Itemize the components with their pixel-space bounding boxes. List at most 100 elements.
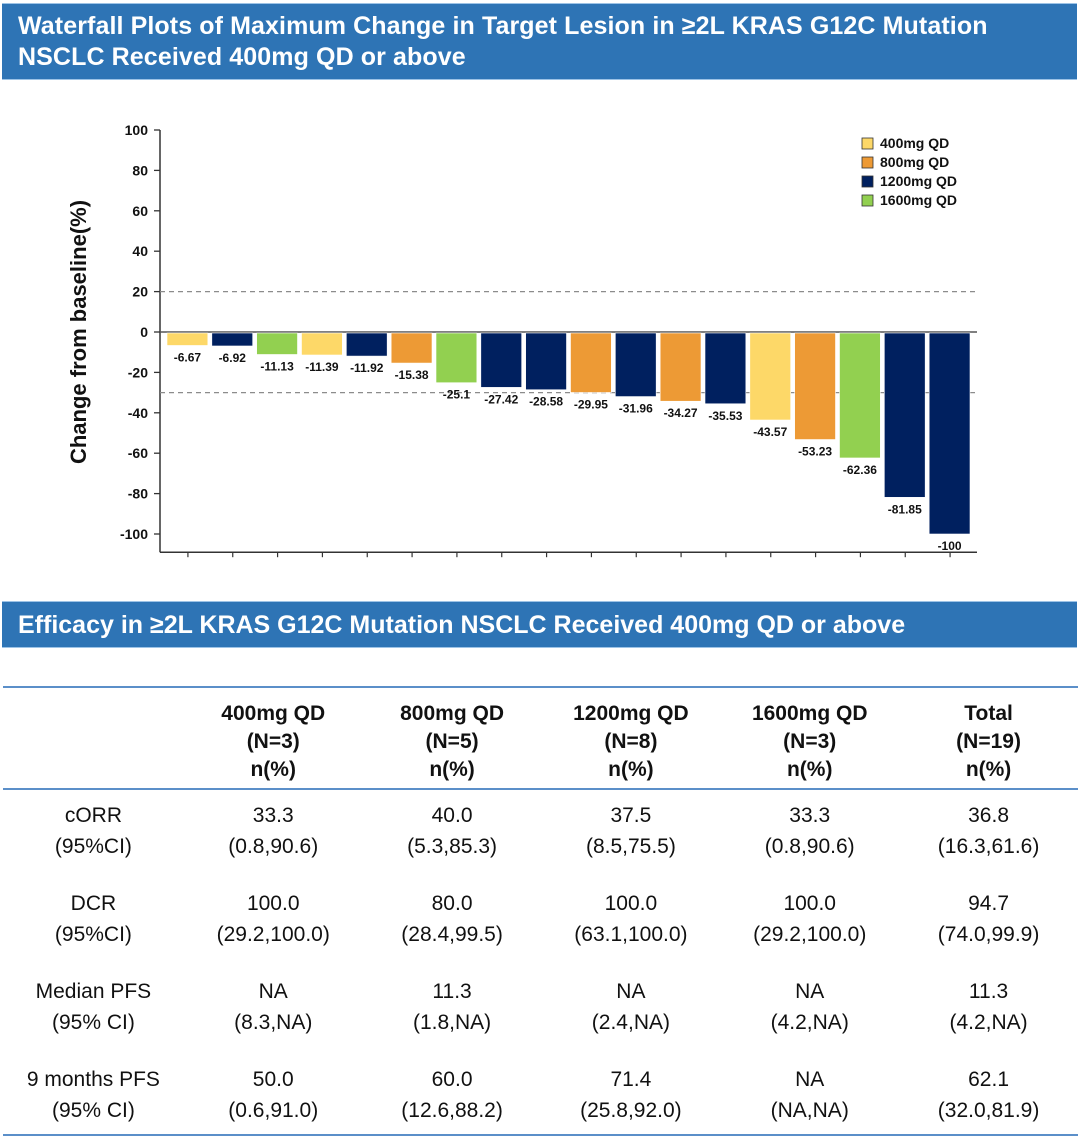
efficacy-table-body: cORR (95%CI) 33.3 (0.8,90.6) 40.0 (5.3,85.3) 3… bbox=[3, 789, 1078, 1135]
cell-value: 50.0 bbox=[252, 1068, 294, 1091]
cell-ci: (74.0,99.9) bbox=[937, 923, 1040, 946]
cell-value: 100.0 bbox=[783, 892, 836, 915]
cell-value: 33.3 bbox=[252, 804, 294, 827]
y-tick-label: 20 bbox=[132, 284, 148, 300]
data-label: -31.96 bbox=[619, 402, 653, 416]
bar bbox=[435, 332, 478, 384]
data-label: -81.85 bbox=[888, 502, 922, 516]
y-tick-label: 80 bbox=[132, 162, 148, 178]
row-9-months-pfs: 9 months PFS (95% CI) 50.0 (0.6,91.0) 60.0 (1… bbox=[3, 1054, 1078, 1135]
y-tick-label: 0 bbox=[140, 324, 148, 340]
data-label: -29.95 bbox=[574, 397, 608, 411]
y-tick-label: -80 bbox=[128, 486, 148, 502]
cell-value: 33.3 bbox=[789, 804, 831, 827]
cell-ci: (29.2,100.0) bbox=[216, 923, 330, 946]
bar bbox=[256, 332, 298, 355]
bar bbox=[615, 332, 657, 397]
bars bbox=[166, 332, 971, 535]
cell-value: 37.5 bbox=[610, 804, 652, 827]
cell-ci: (8.5,75.5) bbox=[585, 835, 676, 858]
legend-swatch bbox=[861, 137, 874, 150]
bar bbox=[794, 332, 836, 440]
cell-value: 71.4 bbox=[610, 1068, 652, 1091]
cell-1600mg: NA (NA,NA) bbox=[720, 1054, 899, 1135]
axes: 100 80 60 40 20 0 -20 -40 -60 -80 -100 bbox=[120, 122, 977, 558]
y-tick-label: 40 bbox=[132, 243, 148, 259]
cell-ci: (25.8,92.0) bbox=[580, 1099, 682, 1122]
cell-400mg: 100.0 (29.2,100.0) bbox=[184, 878, 363, 966]
cell-ci: (1.8,NA) bbox=[412, 1011, 492, 1034]
data-label: -100 bbox=[938, 539, 962, 553]
y-axis-label: Change from baseline(%) bbox=[66, 200, 91, 464]
cell-value: 11.3 bbox=[432, 980, 472, 1003]
reference-lines bbox=[160, 291, 977, 394]
data-label: -34.27 bbox=[664, 406, 698, 420]
legend-swatch bbox=[861, 156, 874, 169]
bar bbox=[704, 332, 747, 405]
bar bbox=[480, 332, 522, 388]
cell-ci: (2.4,NA) bbox=[591, 1011, 670, 1034]
cell-ci: (8.3,NA) bbox=[234, 1011, 313, 1034]
bar bbox=[166, 332, 209, 346]
data-label: -15.38 bbox=[395, 368, 429, 382]
cell-800mg: 80.0 (28.4,99.5) bbox=[363, 878, 542, 966]
metric-name: Median PFS bbox=[35, 980, 152, 1003]
y-tick-label: 100 bbox=[125, 122, 149, 138]
waterfall-chart: Change from baseline(%) 100 80 60 40 20 0 -20 -… bbox=[66, 122, 977, 558]
data-label: -11.39 bbox=[305, 360, 339, 374]
header-1200mg: 1200mg QD (N=8) n(%) bbox=[573, 702, 689, 781]
cell-ci: (0.8,90.6) bbox=[764, 835, 855, 858]
bar bbox=[884, 332, 926, 498]
cell-1200mg: 100.0 (63.1,100.0) bbox=[541, 878, 720, 966]
cell-value: 94.7 bbox=[968, 892, 1009, 915]
cell-800mg: 11.3 (1.8,NA) bbox=[363, 966, 542, 1054]
cell-400mg: 50.0 (0.6,91.0) bbox=[184, 1054, 363, 1135]
cell-value: NA bbox=[795, 1068, 825, 1091]
cell-value: NA bbox=[258, 980, 288, 1003]
metric-ci-label: (95% CI) bbox=[51, 1099, 135, 1122]
cell-ci: (NA,NA) bbox=[770, 1099, 849, 1122]
cell-value: NA bbox=[616, 980, 646, 1003]
data-label: -27.42 bbox=[484, 392, 518, 406]
metric-name: 9 months PFS bbox=[26, 1068, 160, 1091]
row-dcr: DCR (95%CI) 100.0 (29.2,100.0) 80.0 (28.4,99.… bbox=[3, 878, 1078, 966]
efficacy-table-container: 400mg QD (N=3) n(%) 800mg QD (N=5) n(%) … bbox=[3, 686, 1078, 1136]
cell-value: NA bbox=[795, 980, 825, 1003]
cell-ci: (32.0,81.9) bbox=[937, 1099, 1040, 1122]
cell-value: 80.0 bbox=[431, 892, 473, 915]
legend-swatch bbox=[861, 175, 874, 188]
cell-value: 11.3 bbox=[968, 980, 1009, 1003]
legend-label: 1200mg QD bbox=[880, 173, 957, 189]
row-label: Median PFS (95% CI) bbox=[3, 966, 184, 1054]
cell-value: 100.0 bbox=[246, 892, 300, 915]
data-label: -11.92 bbox=[350, 361, 384, 375]
data-label: -35.53 bbox=[708, 409, 742, 423]
row-label: cORR (95%CI) bbox=[3, 789, 184, 878]
metric-name: cORR bbox=[64, 804, 122, 827]
cell-total: 94.7 (74.0,99.9) bbox=[899, 878, 1078, 966]
cell-ci: (63.1,100.0) bbox=[574, 923, 688, 946]
cell-1200mg: 71.4 (25.8,92.0) bbox=[541, 1054, 720, 1135]
cell-ci: (4.2,NA) bbox=[770, 1011, 849, 1034]
metric-ci-label: (95%CI) bbox=[54, 835, 132, 858]
y-tick-label: -20 bbox=[128, 364, 148, 380]
cell-1600mg: 100.0 (29.2,100.0) bbox=[720, 878, 899, 966]
row-label: DCR (95%CI) bbox=[3, 878, 184, 966]
legend-label: 400mg QD bbox=[880, 135, 949, 151]
cell-ci: (0.6,91.0) bbox=[228, 1099, 319, 1122]
cell-ci: (16.3,61.6) bbox=[937, 835, 1040, 858]
cell-ci: (4.2,NA) bbox=[949, 1011, 1028, 1034]
cell-1600mg: NA (4.2,NA) bbox=[720, 966, 899, 1054]
metric-name: DCR bbox=[70, 892, 117, 915]
legend-label: 800mg QD bbox=[880, 154, 949, 170]
legend-swatch bbox=[861, 194, 874, 207]
cell-400mg: 33.3 (0.8,90.6) bbox=[184, 789, 363, 878]
bar bbox=[749, 332, 791, 421]
data-label: -6.67 bbox=[174, 350, 202, 364]
data-labels: -6.67 -6.92-11.13 -11.39 -11.92 -15.38-25.1-… bbox=[174, 350, 962, 553]
cell-1200mg: NA (2.4,NA) bbox=[541, 966, 720, 1054]
y-tick-label: 60 bbox=[132, 203, 148, 219]
efficacy-table: 400mg QD (N=3) n(%) 800mg QD (N=5) n(%) … bbox=[3, 686, 1078, 1136]
bar bbox=[346, 332, 388, 357]
data-label: -6.92 bbox=[219, 351, 247, 365]
